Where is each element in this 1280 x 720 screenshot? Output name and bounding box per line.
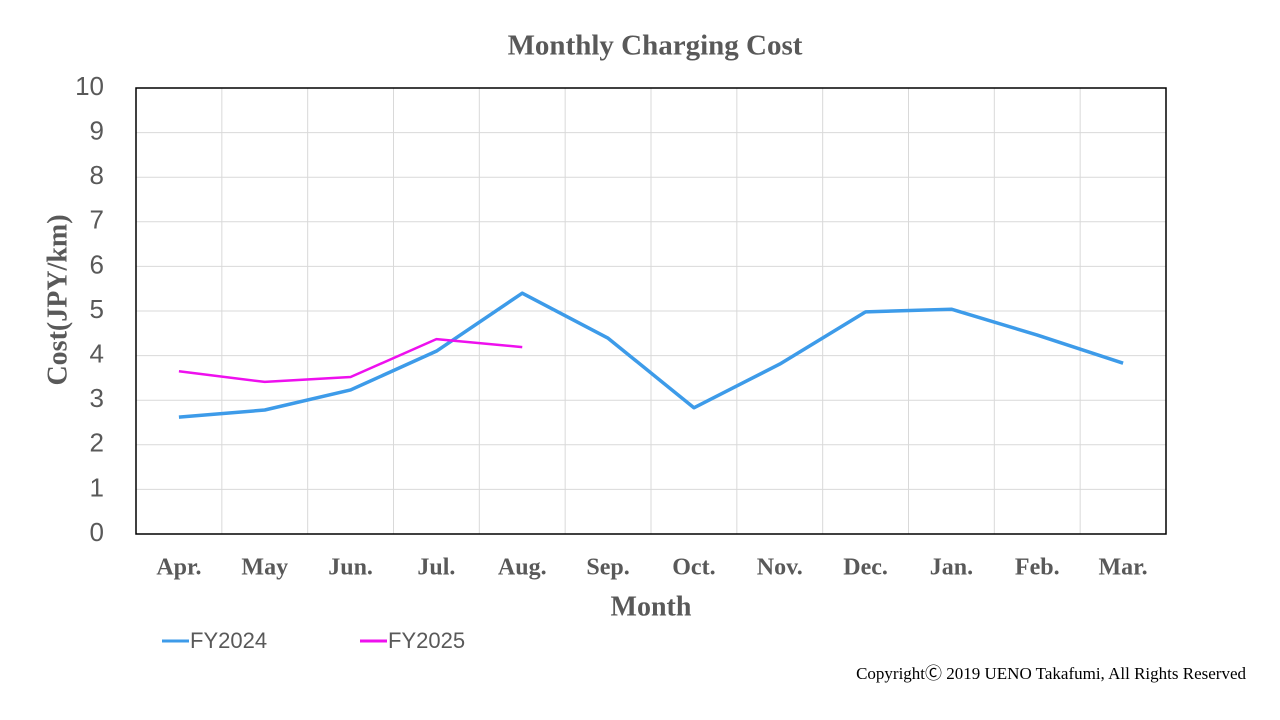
y-tick-label: 4 — [90, 338, 104, 368]
y-tick-label: 6 — [90, 249, 104, 279]
x-tick-label: Jan. — [930, 555, 973, 581]
x-tick-label: Aug. — [498, 555, 547, 581]
plot-frame — [135, 87, 1167, 535]
chart-title: Monthly Charging Cost — [508, 30, 803, 62]
x-tick-label: May — [241, 555, 288, 581]
x-tick-label: Jul. — [417, 555, 455, 581]
y-tick-label: 10 — [75, 71, 104, 101]
x-tick-label: Jun. — [328, 555, 373, 581]
y-tick-label: 7 — [90, 205, 104, 235]
x-tick-label: Dec. — [843, 555, 888, 581]
x-axis-label: Month — [611, 591, 692, 622]
line-series — [178, 337, 523, 384]
copyright: CopyrightⒸ 2019 UENO Takafumi, All Right… — [856, 664, 1246, 683]
y-tick-label: 9 — [90, 115, 104, 145]
x-tick-label: Feb. — [1015, 555, 1060, 581]
x-tick-label: Sep. — [586, 555, 629, 581]
line-series — [178, 291, 1124, 419]
x-tick-label: Mar. — [1099, 555, 1148, 581]
y-tick-label: 5 — [90, 294, 104, 324]
legend-label: FY2025 — [388, 628, 465, 653]
y-tick-label: 8 — [90, 160, 104, 190]
y-axis-label: Cost(JPY/km) — [42, 214, 73, 385]
y-tick-label: 0 — [90, 517, 104, 547]
x-tick-label: Oct. — [672, 555, 715, 581]
y-tick-label: 3 — [90, 383, 104, 413]
x-tick-label: Nov. — [757, 555, 803, 581]
x-tick-label: Apr. — [156, 555, 201, 581]
y-tick-label: 2 — [90, 428, 104, 458]
legend-label: FY2024 — [190, 628, 267, 653]
y-tick-label: 1 — [90, 472, 104, 502]
